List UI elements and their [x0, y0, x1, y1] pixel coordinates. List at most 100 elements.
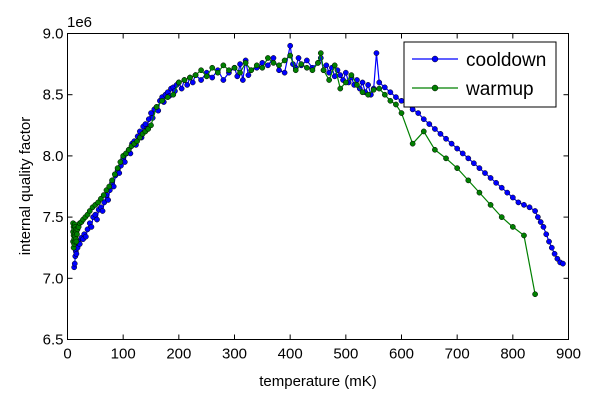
- data-point-cooldown: [323, 62, 330, 69]
- legend-label-cooldown: cooldown: [466, 50, 546, 71]
- data-point-cooldown: [287, 42, 294, 49]
- data-point-cooldown: [92, 211, 99, 218]
- data-point-warmup: [342, 79, 349, 86]
- data-point-cooldown: [265, 62, 271, 69]
- data-point-warmup: [509, 224, 516, 230]
- data-point-warmup: [498, 214, 505, 220]
- data-point-warmup: [253, 62, 260, 69]
- data-point-warmup: [265, 55, 271, 61]
- data-point-cooldown: [471, 160, 477, 167]
- data-point-warmup: [226, 67, 232, 74]
- x-tick-label: 200: [166, 346, 191, 363]
- data-point-warmup: [476, 189, 483, 196]
- data-point-warmup: [376, 85, 383, 92]
- data-point-warmup: [465, 177, 472, 184]
- data-point-cooldown: [448, 140, 455, 147]
- data-point-warmup: [337, 85, 344, 92]
- data-point-cooldown: [240, 77, 246, 83]
- data-point-cooldown: [540, 224, 547, 230]
- data-point-cooldown: [509, 194, 516, 201]
- data-point-cooldown: [237, 61, 243, 67]
- y-tick-label: 8.0: [43, 148, 64, 165]
- data-point-cooldown: [304, 57, 310, 64]
- data-point-warmup: [309, 67, 316, 74]
- data-point-cooldown: [381, 84, 388, 91]
- data-point-cooldown: [493, 179, 499, 186]
- data-point-cooldown: [73, 250, 80, 257]
- data-point-warmup: [187, 74, 193, 81]
- data-point-warmup: [111, 171, 118, 178]
- data-point-warmup: [209, 64, 216, 71]
- data-point-warmup: [74, 231, 80, 238]
- legend-label-warmup: warmup: [465, 79, 534, 100]
- data-point-cooldown: [398, 97, 405, 104]
- data-point-cooldown: [426, 121, 433, 127]
- data-point-warmup: [159, 97, 165, 104]
- data-point-cooldown: [546, 238, 552, 245]
- series-warmup: [70, 50, 538, 298]
- x-tick-label: 100: [111, 346, 136, 363]
- data-point-warmup: [320, 67, 327, 74]
- data-point-warmup: [114, 165, 121, 171]
- plot-frame: [67, 33, 569, 340]
- data-point-warmup: [100, 192, 107, 198]
- data-point-warmup: [231, 64, 238, 71]
- data-point-cooldown: [551, 250, 558, 257]
- data-point-cooldown: [515, 199, 522, 206]
- data-point-warmup: [203, 73, 210, 80]
- data-point-warmup: [398, 110, 405, 116]
- data-point-warmup: [192, 72, 199, 78]
- data-point-cooldown: [189, 79, 196, 86]
- x-tick-label: 0: [63, 346, 71, 363]
- data-point-warmup: [532, 291, 538, 298]
- data-point-warmup: [348, 72, 355, 78]
- data-point-warmup: [287, 52, 294, 59]
- data-point-cooldown: [342, 69, 349, 76]
- data-point-cooldown: [437, 131, 444, 137]
- data-point-warmup: [237, 69, 243, 76]
- x-axis-label: temperature (mK): [259, 373, 377, 390]
- data-point-warmup: [370, 86, 377, 93]
- data-point-cooldown: [220, 77, 227, 83]
- data-point-warmup: [393, 101, 399, 108]
- x-tick-label: 900: [556, 346, 581, 363]
- data-point-cooldown: [535, 214, 541, 220]
- data-point-warmup: [109, 177, 115, 184]
- data-point-cooldown: [373, 50, 380, 56]
- data-point-cooldown: [376, 79, 383, 86]
- data-point-warmup: [365, 91, 371, 98]
- data-point-warmup: [175, 79, 182, 86]
- data-point-cooldown: [83, 233, 89, 240]
- data-point-warmup: [317, 50, 324, 56]
- data-point-cooldown: [482, 170, 488, 176]
- data-point-warmup: [381, 91, 388, 98]
- data-point-cooldown: [270, 55, 277, 61]
- tick-labels: 0 100 200 300 400 500 600 700 800 900 6.5 7.0 7.5 8.0…: [43, 26, 581, 363]
- data-point-cooldown: [88, 224, 95, 230]
- data-point-cooldown: [393, 94, 399, 101]
- data-point-cooldown: [443, 135, 449, 142]
- data-point-cooldown: [487, 175, 494, 181]
- data-point-cooldown: [521, 202, 527, 208]
- data-point-warmup: [387, 97, 394, 104]
- data-point-warmup: [354, 82, 360, 88]
- data-point-cooldown: [459, 150, 466, 157]
- x-tick-label: 500: [333, 346, 358, 363]
- data-point-warmup: [153, 104, 160, 110]
- data-point-cooldown: [532, 208, 538, 214]
- x-tick-label: 800: [500, 346, 525, 363]
- data-point-cooldown: [178, 85, 185, 92]
- data-point-warmup: [73, 238, 80, 245]
- data-point-warmup: [242, 60, 249, 66]
- data-point-cooldown: [105, 197, 111, 203]
- data-point-cooldown: [359, 79, 366, 86]
- data-point-warmup: [359, 89, 366, 96]
- legend-box: [403, 41, 557, 108]
- data-point-warmup: [181, 77, 188, 83]
- data-point-cooldown: [548, 244, 555, 251]
- data-point-cooldown: [432, 126, 438, 132]
- data-point-cooldown: [498, 184, 505, 191]
- data-point-warmup: [409, 140, 416, 147]
- data-point-warmup: [248, 67, 255, 74]
- data-point-cooldown: [476, 165, 483, 171]
